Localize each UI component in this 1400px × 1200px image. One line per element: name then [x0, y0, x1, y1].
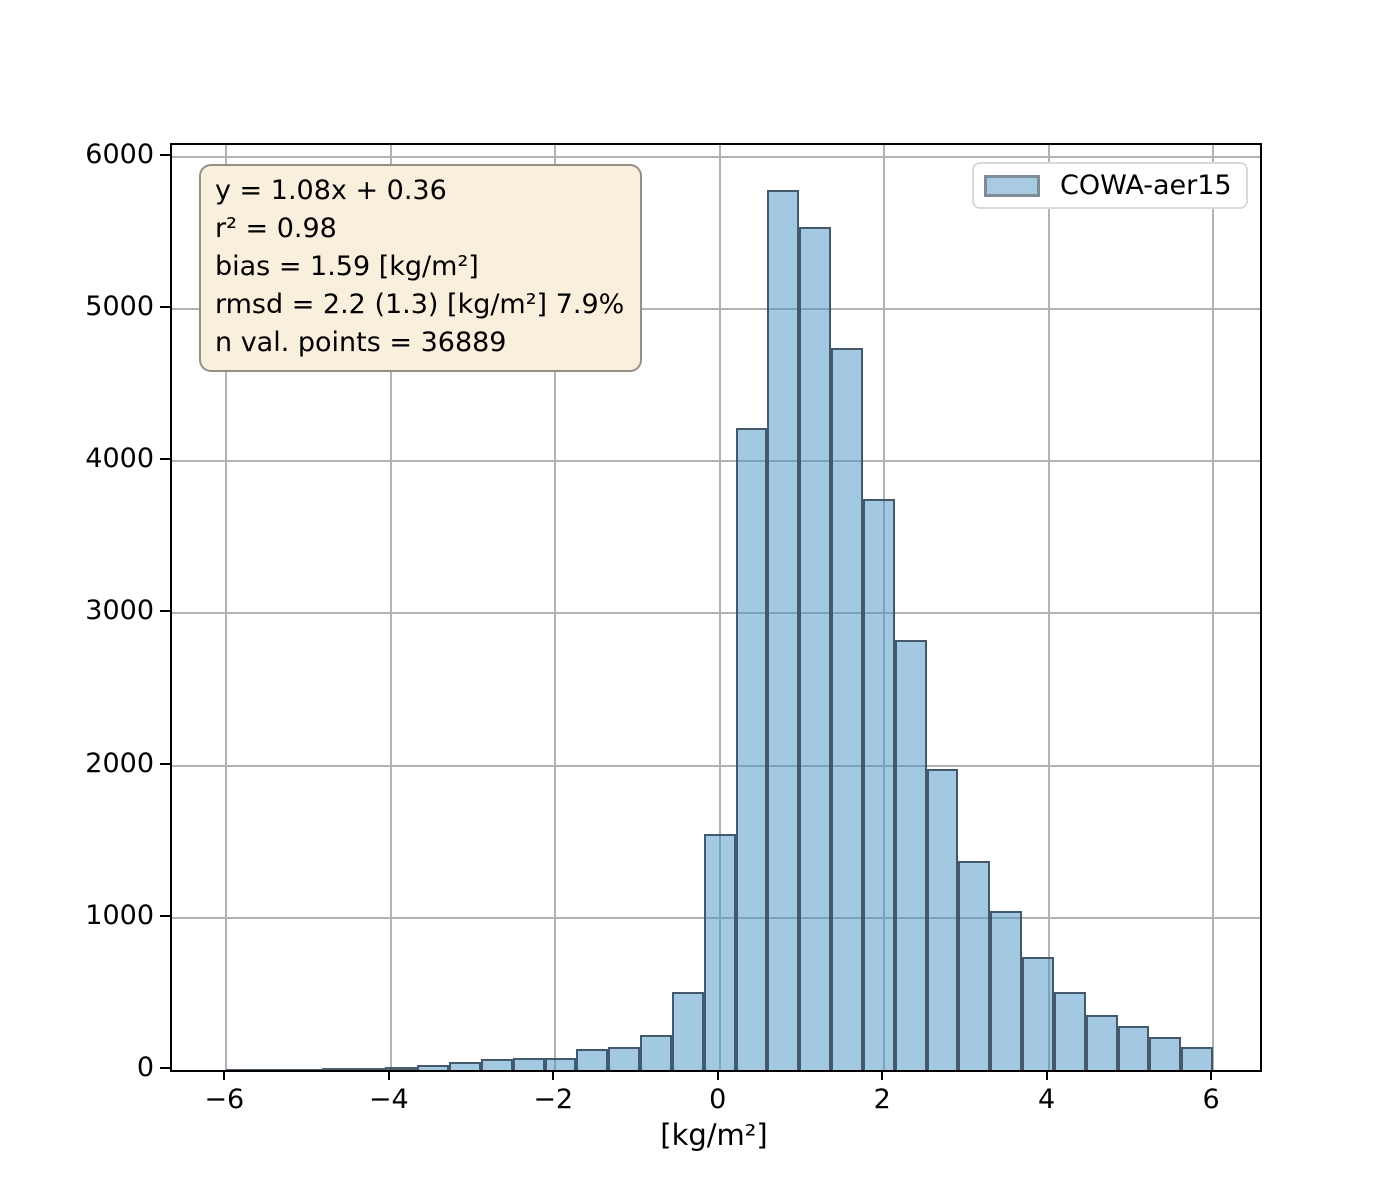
- gridline-vertical: [389, 145, 392, 1070]
- gridline-vertical: [1212, 145, 1215, 1070]
- y-axis-tick-label: 2000: [85, 747, 154, 779]
- y-axis-tick-label: 5000: [85, 290, 154, 322]
- histogram-bar: [258, 1068, 290, 1070]
- y-axis-tick-label: 4000: [85, 443, 154, 475]
- y-axis-tick-label: 1000: [85, 899, 154, 931]
- gridline-vertical: [225, 145, 228, 1070]
- histogram-bar: [353, 1067, 386, 1070]
- plot-area: y = 1.08x + 0.36 r² = 0.98 bias = 1.59 […: [170, 143, 1262, 1072]
- stats-line-rmsd: rmsd = 2.2 (1.3) [kg/m²] 7.9%: [215, 289, 625, 320]
- x-axis-tick-label: 4: [1038, 1084, 1056, 1115]
- y-axis-tick: [160, 153, 170, 156]
- legend: COWA-aer15: [972, 162, 1248, 209]
- histogram-bar: [480, 1059, 513, 1070]
- histogram-bar: [703, 834, 736, 1070]
- histogram-bar: [321, 1068, 354, 1070]
- gridline-horizontal: [172, 764, 1260, 767]
- y-axis-tick-label: 0: [136, 1052, 154, 1083]
- x-axis-tick: [1045, 1070, 1048, 1080]
- gridline-horizontal: [172, 155, 1260, 158]
- stats-line-npoints: n val. points = 36889: [215, 327, 507, 358]
- histogram-bar: [926, 769, 959, 1070]
- histogram-bar: [608, 1046, 641, 1070]
- x-axis-tick: [552, 1070, 555, 1080]
- gridline-horizontal: [172, 612, 1260, 615]
- x-axis-tick-label: −4: [368, 1084, 409, 1115]
- histogram-bar: [767, 190, 800, 1070]
- y-axis-tick: [160, 458, 170, 461]
- gridline-vertical: [718, 145, 721, 1070]
- histogram-bar: [799, 226, 832, 1070]
- x-axis-tick-label: 0: [709, 1084, 727, 1115]
- histogram-bar: [831, 348, 863, 1070]
- stats-line-r2: r² = 0.98: [215, 213, 337, 244]
- histogram-bar: [1053, 991, 1086, 1070]
- histogram-bar: [1085, 1015, 1118, 1070]
- stats-line-bias: bias = 1.59 [kg/m²]: [215, 251, 479, 282]
- gridline-vertical: [1047, 145, 1050, 1070]
- gridline-horizontal: [172, 307, 1260, 310]
- histogram-bar: [862, 499, 895, 1070]
- y-axis-tick-label: 3000: [85, 595, 154, 627]
- y-axis-tick: [160, 1067, 170, 1069]
- histogram-bar: [385, 1066, 418, 1070]
- histogram-bar: [576, 1049, 609, 1070]
- histogram-bar: [990, 910, 1023, 1070]
- histogram-bar: [671, 991, 704, 1070]
- histogram-bar: [894, 640, 927, 1070]
- histogram-bar: [735, 428, 768, 1070]
- x-axis-label: [kg/m²]: [660, 1118, 768, 1152]
- histogram-bar: [640, 1035, 672, 1070]
- y-axis-tick-label: 6000: [85, 138, 154, 170]
- histogram-bar: [226, 1068, 259, 1070]
- x-axis-tick-label: 6: [1202, 1084, 1220, 1115]
- x-axis-tick: [223, 1070, 226, 1080]
- x-axis-tick-label: −6: [204, 1084, 245, 1115]
- histogram-bar: [1181, 1047, 1214, 1070]
- legend-series-label: COWA-aer15: [1060, 170, 1232, 201]
- histogram-bar: [417, 1064, 450, 1070]
- gridline-horizontal: [172, 460, 1260, 463]
- x-axis-tick-label: −2: [533, 1084, 574, 1115]
- x-axis-tick: [387, 1070, 390, 1080]
- stats-line-fit: y = 1.08x + 0.36: [215, 175, 447, 206]
- histogram-bar: [1117, 1026, 1150, 1070]
- histogram-bar: [1022, 957, 1054, 1070]
- y-axis-tick: [160, 305, 170, 308]
- x-axis-tick-label: 2: [873, 1084, 891, 1115]
- histogram-bar: [289, 1068, 322, 1070]
- histogram-bar: [1149, 1036, 1182, 1070]
- histogram-bar: [449, 1062, 481, 1070]
- y-axis-tick: [160, 610, 170, 613]
- x-axis-tick: [716, 1070, 719, 1080]
- y-axis-tick: [160, 762, 170, 765]
- x-axis-tick: [881, 1070, 884, 1080]
- histogram-bar: [512, 1058, 545, 1070]
- x-axis-tick: [1210, 1070, 1213, 1080]
- legend-color-patch: [984, 174, 1040, 197]
- histogram-bar: [544, 1057, 577, 1070]
- y-axis-tick: [160, 914, 170, 917]
- gridline-vertical: [554, 145, 557, 1070]
- stats-annotation-box: y = 1.08x + 0.36 r² = 0.98 bias = 1.59 […: [199, 164, 642, 372]
- histogram-bar: [958, 860, 991, 1070]
